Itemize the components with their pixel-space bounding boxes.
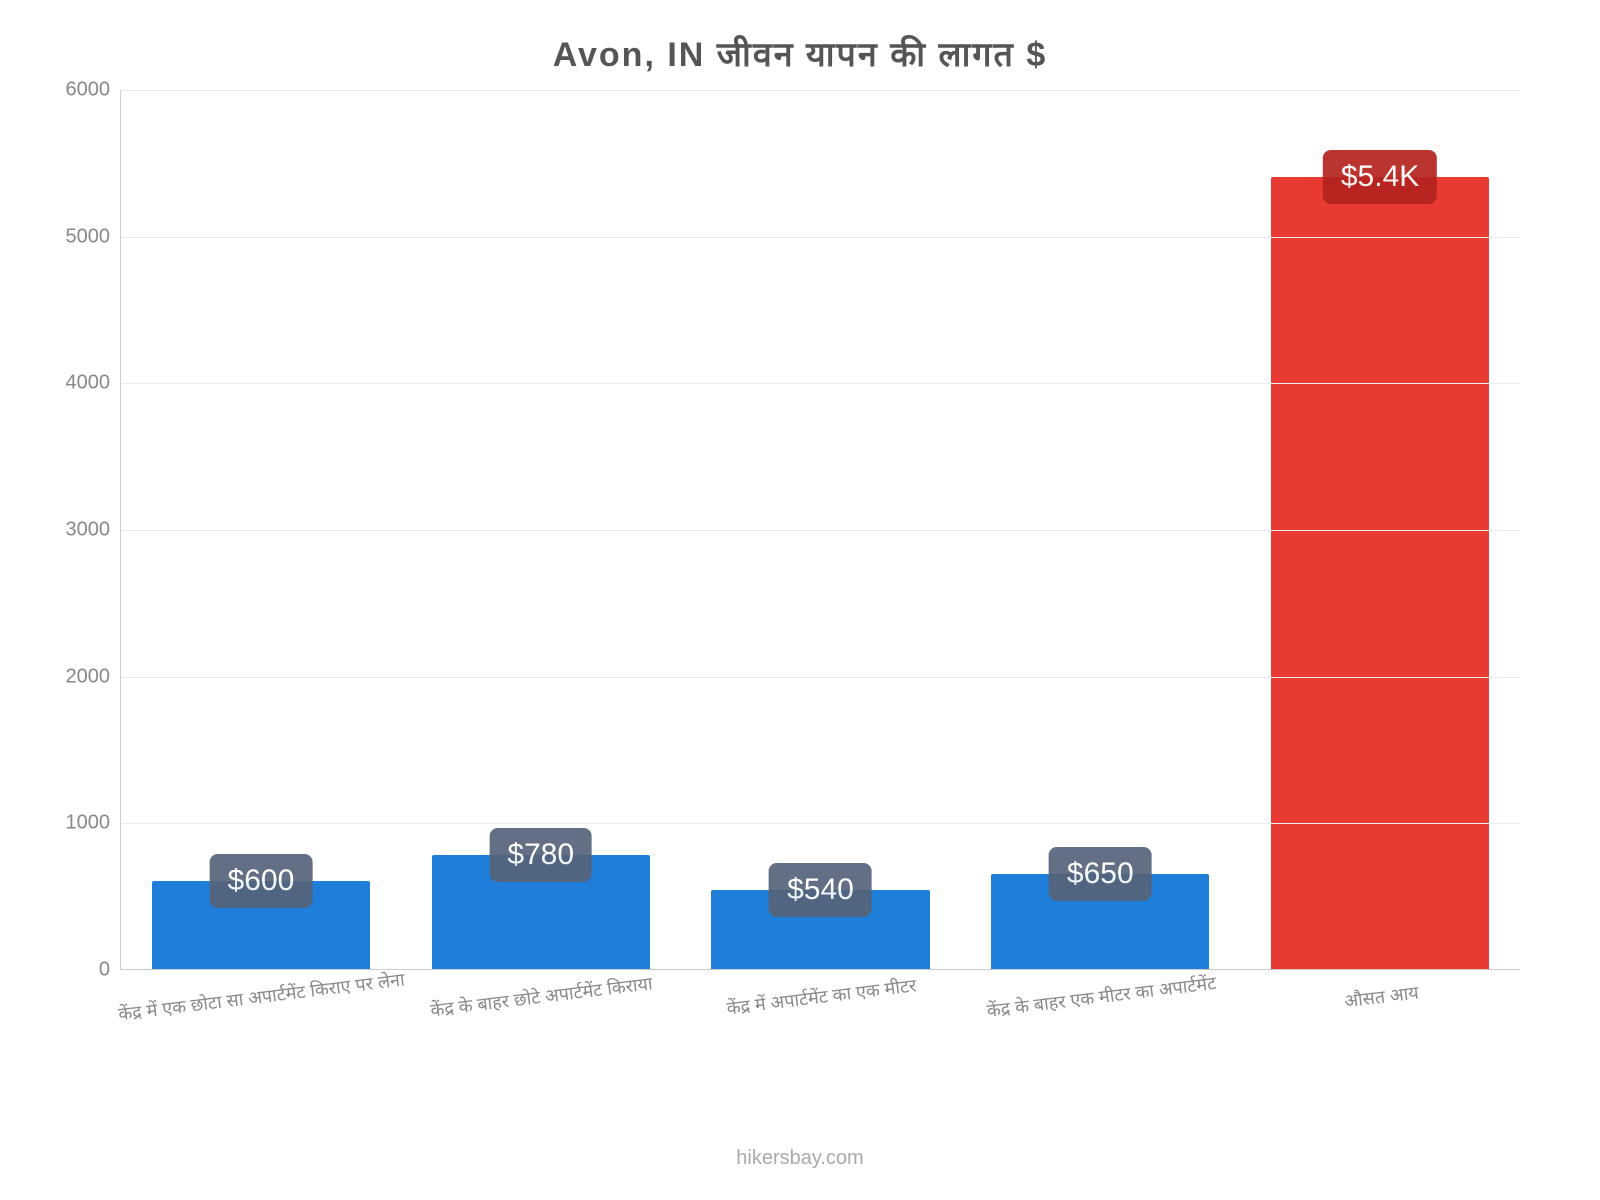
y-tick-label: 0	[30, 959, 110, 982]
grid-line	[121, 383, 1520, 384]
x-label-slot: केंद्र में अपार्टमेंट का एक मीटर	[680, 975, 960, 1095]
x-axis-labels: केंद्र में एक छोटा सा अपार्टमेंट किराए प…	[120, 975, 1520, 1095]
bar: $540	[711, 890, 929, 969]
source-attribution: hikersbay.com	[0, 1147, 1600, 1170]
bar-value-label: $650	[1049, 847, 1152, 901]
y-tick-label: 2000	[30, 665, 110, 688]
x-axis-category-label: औसत आय	[1343, 980, 1420, 1013]
y-tick-label: 1000	[30, 812, 110, 835]
bar-value-label: $540	[769, 863, 872, 917]
bar: $650	[991, 874, 1209, 969]
chart-title: Avon, IN जीवन यापन की लागत $	[0, 30, 1600, 76]
bar: $600	[152, 881, 370, 969]
plot-area: $600 $780 $540 $650 $5.4K	[120, 90, 1520, 970]
bar: $5.4K	[1271, 177, 1489, 969]
x-label-slot: औसत आय	[1240, 975, 1520, 1095]
x-axis-category-label: केंद्र के बाहर छोटे अपार्टमेंट किराया	[429, 971, 654, 1022]
x-label-slot: केंद्र के बाहर छोटे अपार्टमेंट किराया	[400, 975, 680, 1095]
x-label-slot: केंद्र में एक छोटा सा अपार्टमेंट किराए प…	[120, 975, 400, 1095]
bar-value-label: $600	[210, 854, 313, 908]
x-axis-category-label: केंद्र में एक छोटा सा अपार्टमेंट किराए प…	[117, 967, 406, 1026]
grid-line	[121, 677, 1520, 678]
cost-of-living-chart: Avon, IN जीवन यापन की लागत $ 0 1000 2000 30…	[0, 0, 1600, 1200]
x-axis-category-label: केंद्र के बाहर एक मीटर का अपार्टमेंट	[985, 971, 1217, 1023]
y-tick-label: 6000	[30, 79, 110, 102]
y-tick-label: 4000	[30, 372, 110, 395]
grid-line	[121, 90, 1520, 91]
bar-value-label: $780	[489, 828, 592, 882]
x-label-slot: केंद्र के बाहर एक मीटर का अपार्टमेंट	[960, 975, 1240, 1095]
grid-line	[121, 237, 1520, 238]
grid-line	[121, 823, 1520, 824]
x-axis-category-label: केंद्र में अपार्टमेंट का एक मीटर	[725, 973, 917, 1020]
y-tick-label: 3000	[30, 519, 110, 542]
y-tick-label: 5000	[30, 225, 110, 248]
bar: $780	[432, 855, 650, 969]
bar-value-label: $5.4K	[1323, 150, 1437, 204]
grid-line	[121, 530, 1520, 531]
